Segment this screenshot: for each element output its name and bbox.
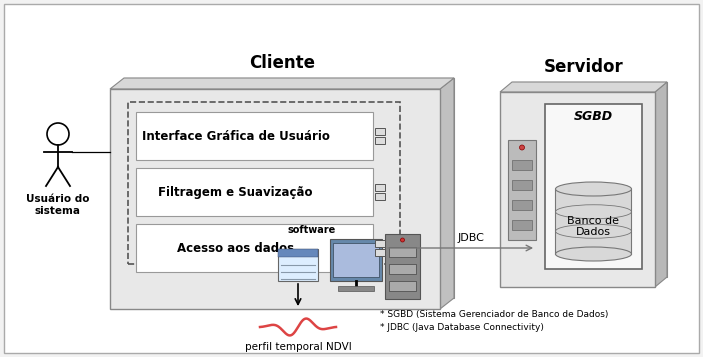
Bar [338, 286, 374, 291]
Bar [375, 128, 385, 135]
Bar [375, 240, 385, 247]
Bar [333, 243, 379, 277]
Bar [278, 249, 318, 257]
Polygon shape [655, 82, 667, 287]
Circle shape [47, 123, 69, 145]
Text: Acesso aos dados: Acesso aos dados [177, 241, 294, 255]
Bar [136, 168, 373, 216]
Bar [512, 160, 532, 170]
Ellipse shape [555, 247, 631, 261]
Bar [512, 200, 532, 210]
Bar [136, 224, 373, 272]
Text: Cliente: Cliente [249, 54, 315, 72]
Bar [375, 184, 385, 191]
Text: Servidor: Servidor [543, 58, 624, 76]
Polygon shape [124, 78, 454, 298]
Text: * JDBC (Java Database Connectivity): * JDBC (Java Database Connectivity) [380, 322, 544, 332]
Polygon shape [110, 78, 454, 89]
Text: Banco de
Dados: Banco de Dados [567, 216, 619, 237]
Text: Interface Gráfica de Usuário: Interface Gráfica de Usuário [141, 130, 330, 142]
Bar [110, 89, 440, 309]
Circle shape [401, 238, 404, 242]
Bar [330, 239, 382, 281]
Bar [555, 189, 631, 254]
Bar [508, 140, 536, 240]
Bar [385, 234, 420, 299]
Polygon shape [440, 78, 454, 309]
Bar [500, 92, 655, 287]
Bar [278, 249, 318, 281]
Text: * SGBD (Sistema Gerenciador de Banco de Dados): * SGBD (Sistema Gerenciador de Banco de … [380, 310, 608, 318]
Ellipse shape [555, 182, 631, 196]
Bar [389, 281, 416, 291]
Polygon shape [512, 82, 667, 277]
Text: SGBD: SGBD [574, 110, 613, 122]
Circle shape [520, 145, 524, 150]
Bar [375, 193, 385, 200]
Bar [512, 180, 532, 190]
Bar [389, 247, 416, 257]
Text: JDBC: JDBC [457, 233, 484, 243]
Bar [545, 104, 642, 269]
Text: software: software [288, 225, 336, 235]
Bar [389, 264, 416, 274]
Bar [136, 112, 373, 160]
Bar [375, 249, 385, 256]
Polygon shape [500, 82, 667, 92]
Text: perfil temporal NDVI: perfil temporal NDVI [245, 342, 352, 352]
Bar [128, 102, 400, 264]
Text: Filtragem e Suavização: Filtragem e Suavização [158, 186, 313, 198]
Bar [512, 220, 532, 230]
Text: Usuário do
sistema: Usuário do sistema [26, 194, 90, 216]
Bar [375, 137, 385, 144]
